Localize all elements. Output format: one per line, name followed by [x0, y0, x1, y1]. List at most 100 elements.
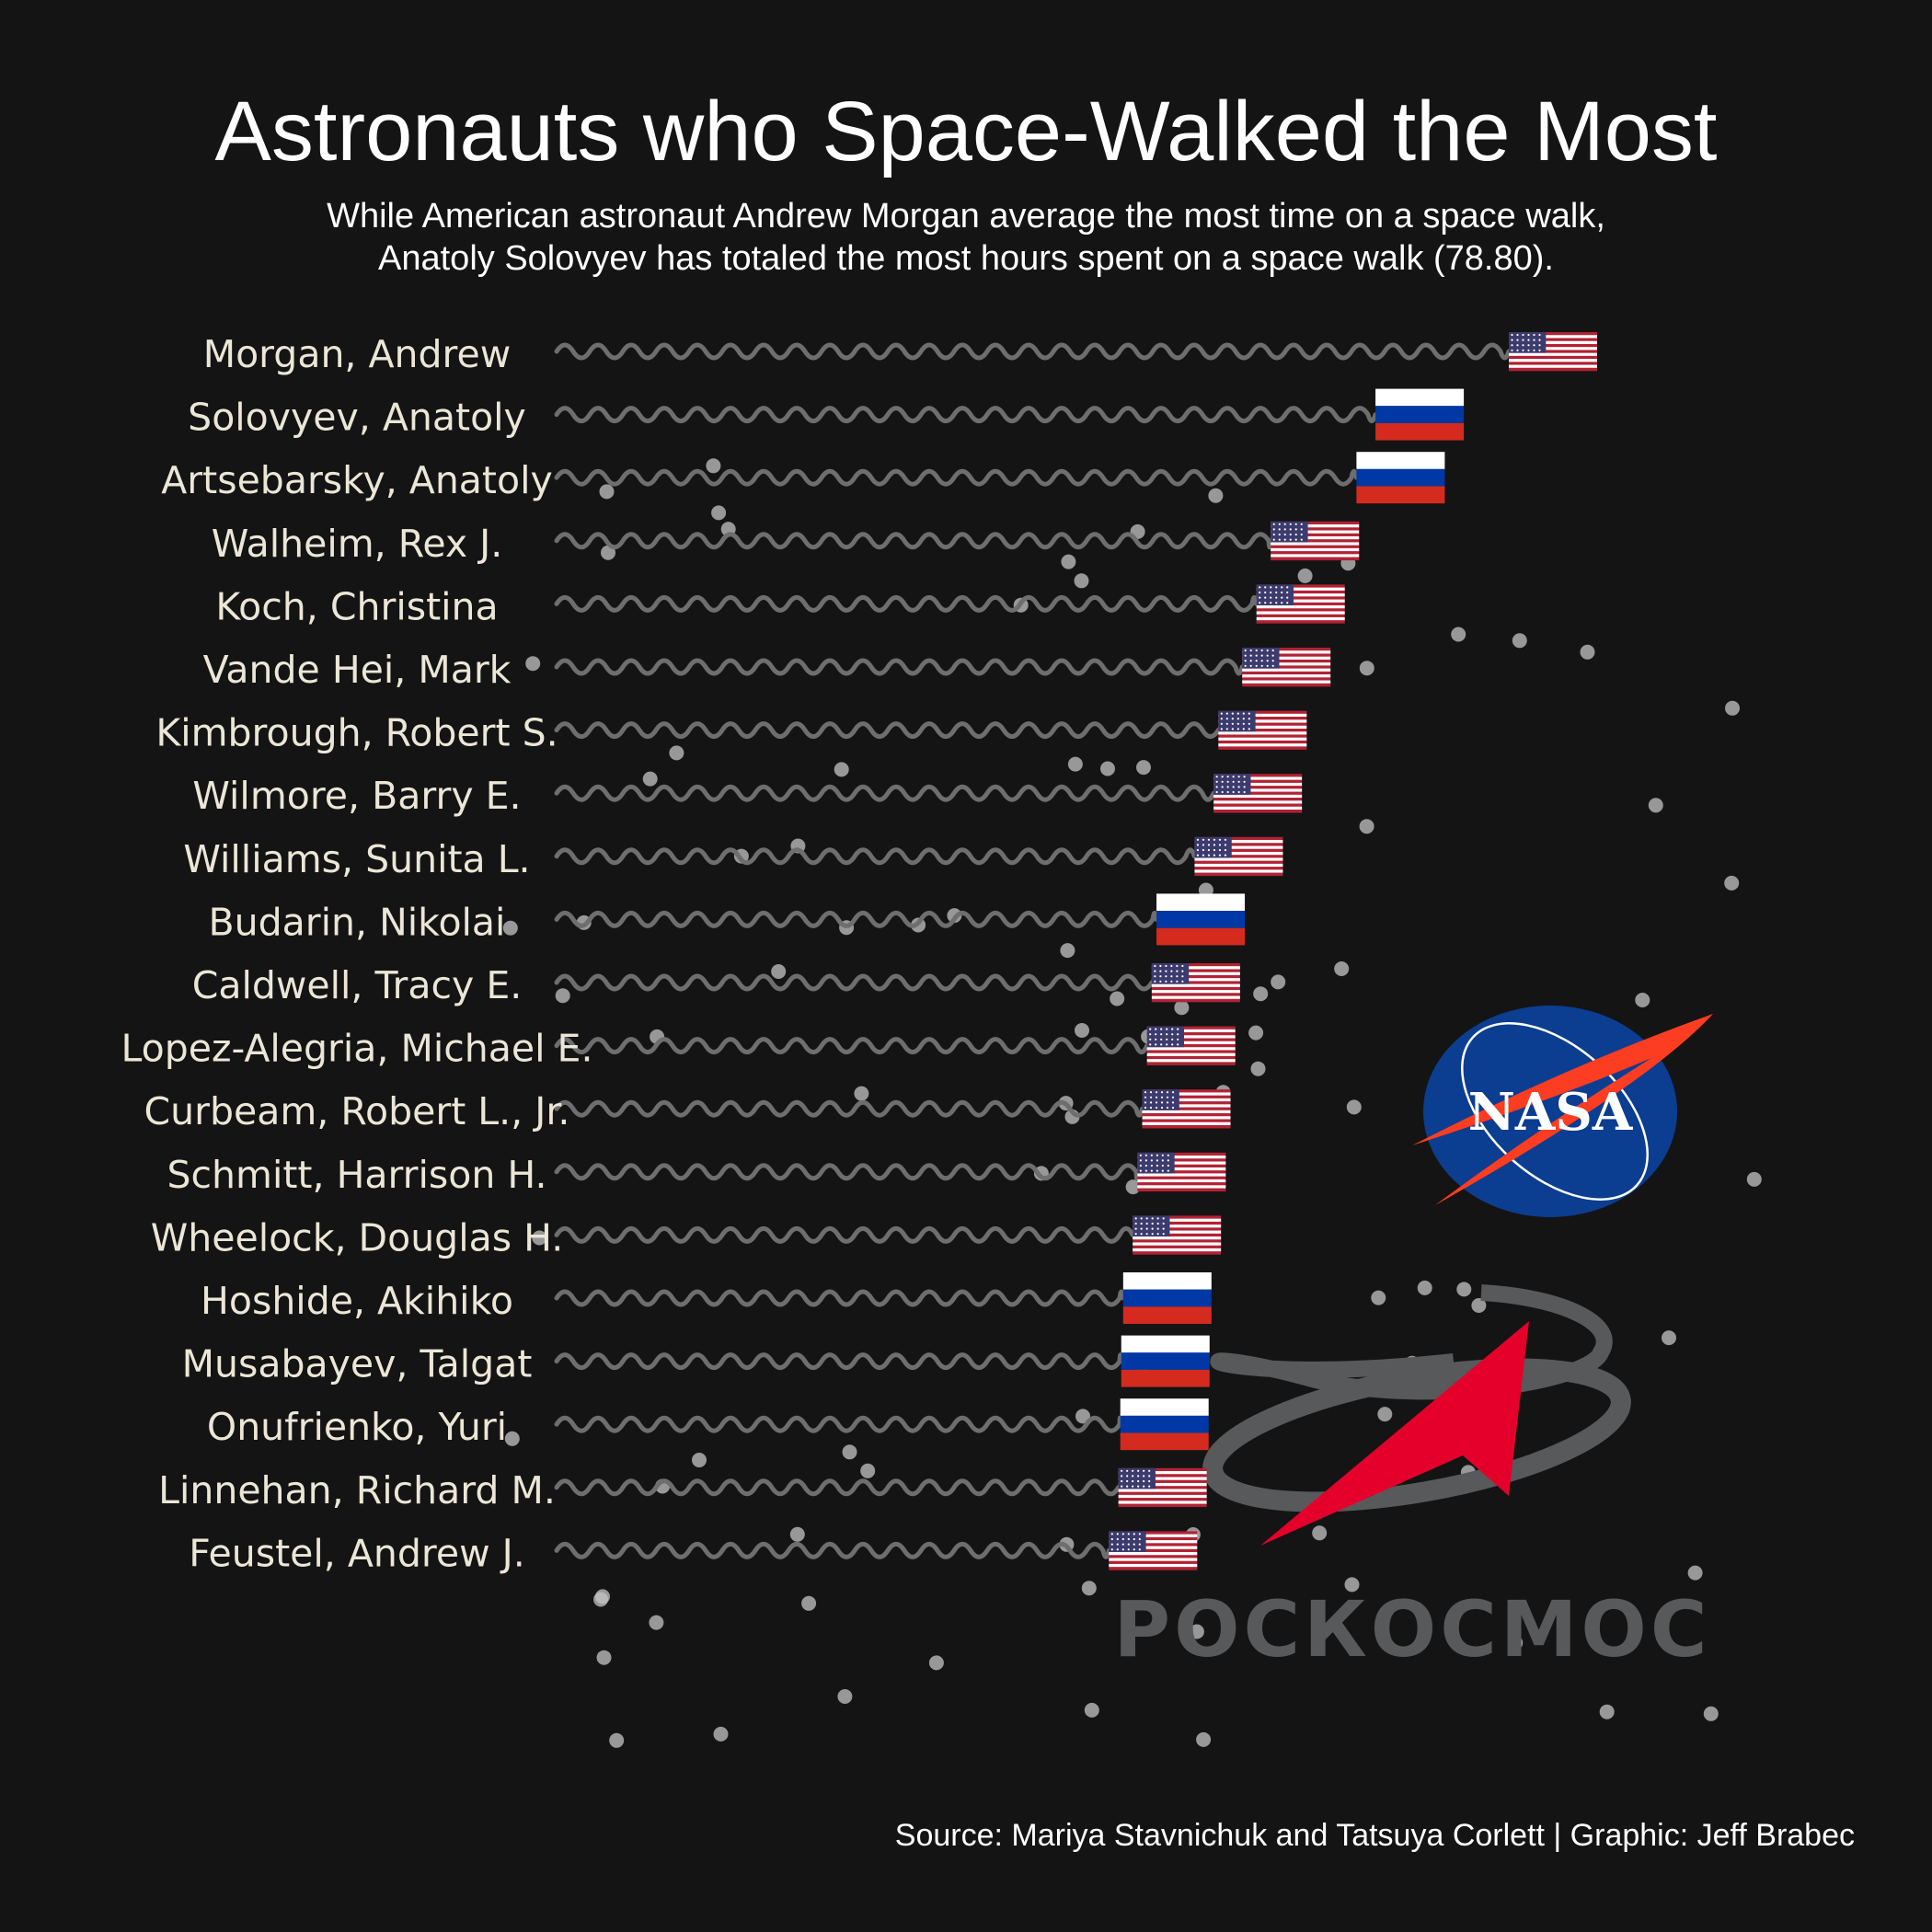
russia-flag-icon	[1375, 388, 1465, 441]
flag-stripe	[1133, 1251, 1222, 1255]
usa-flag-icon	[1271, 521, 1360, 561]
walk-line	[554, 1163, 1140, 1181]
walk-line	[554, 910, 1159, 928]
star-dot	[1417, 1280, 1432, 1295]
flag-star	[1281, 591, 1283, 594]
flag-star	[1196, 848, 1200, 852]
astronaut-row: Vande Hei, Mark	[203, 648, 1331, 692]
flag-star	[1166, 1096, 1169, 1098]
flag-stripe	[1151, 978, 1240, 982]
flag-star	[1121, 1469, 1123, 1472]
astronaut-row: Caldwell, Tracy E.	[192, 963, 1240, 1007]
flag-stripe	[1242, 656, 1331, 661]
star-dot	[1074, 573, 1089, 589]
star-dot	[1061, 554, 1076, 569]
flag-stripe	[1109, 1567, 1198, 1570]
flag-star	[1271, 664, 1274, 667]
flag-stripe	[1256, 620, 1345, 624]
walk-line	[554, 1541, 1111, 1559]
flag-star	[1151, 1222, 1154, 1225]
usa-flag-icon	[1137, 1152, 1226, 1192]
flag-stripe	[1146, 1059, 1236, 1063]
flag-star	[1160, 1033, 1163, 1036]
flag-star	[1155, 1028, 1157, 1030]
flag-star	[1133, 1537, 1135, 1541]
flag-star	[1224, 854, 1227, 857]
flag-stripe	[1142, 1092, 1231, 1096]
flag-stripe	[1194, 872, 1283, 877]
flag-star	[1272, 538, 1275, 541]
flag-stripe	[1142, 1121, 1231, 1126]
flag-star	[1161, 1169, 1164, 1172]
flag-stripe	[1242, 677, 1331, 681]
flag-star	[1260, 660, 1263, 662]
flag-star	[1248, 728, 1250, 730]
flag-star	[1225, 712, 1228, 715]
flag-canton	[1256, 584, 1294, 606]
flag-stripe	[1133, 1239, 1222, 1243]
flag-star	[1533, 333, 1535, 337]
flag-star	[1207, 838, 1211, 841]
astronaut-name-label: Koch, Christina	[215, 584, 498, 628]
flag-star	[1225, 718, 1228, 720]
flag-star	[1226, 776, 1229, 778]
flag-star	[1236, 712, 1239, 715]
russia-flag-icon	[1120, 1398, 1209, 1451]
flag-star	[1144, 1091, 1147, 1094]
star-dot	[834, 762, 849, 777]
flag-star	[1176, 980, 1179, 983]
russia-flag-icon	[1121, 1335, 1210, 1387]
flag-stripe	[1137, 1156, 1226, 1159]
star-dot	[1346, 1099, 1362, 1115]
flag-stripe	[1218, 713, 1307, 718]
star-dot	[1196, 1731, 1212, 1747]
flag-star	[1140, 1233, 1143, 1236]
star-dot	[1334, 961, 1350, 976]
astronaut-name-label: Solovyev, Anatoly	[188, 396, 526, 440]
star-dot	[713, 1726, 729, 1742]
flag-stripe	[1133, 1233, 1222, 1237]
flag-star	[1127, 1533, 1130, 1535]
flag-stripe	[1256, 602, 1345, 606]
astronaut-row: Budarin, Nikolai	[209, 893, 1246, 946]
walk-line	[554, 1225, 1135, 1244]
flag-star	[1166, 1028, 1168, 1030]
flag-stripe	[1271, 554, 1360, 558]
flag-stripe	[1256, 587, 1345, 592]
flag-star	[1145, 1222, 1148, 1225]
star-dot	[502, 920, 518, 936]
flag-stripe	[1142, 1119, 1231, 1123]
flag-stripe	[1146, 1026, 1236, 1030]
star-dot	[1359, 661, 1374, 676]
flag-stripe	[1271, 521, 1360, 525]
flag-star	[1522, 344, 1524, 347]
flag-stripe	[1509, 367, 1597, 372]
flag-star	[1144, 1101, 1147, 1104]
flag-star	[1156, 1169, 1158, 1172]
flag-stripe	[1151, 990, 1240, 994]
astronaut-name-label: Caldwell, Tracy E.	[192, 963, 523, 1007]
flag-star	[1150, 1164, 1153, 1167]
flag-star	[1154, 980, 1156, 983]
star-dot	[1746, 1171, 1762, 1187]
flag-stripe	[1146, 1029, 1236, 1033]
flag-stripe	[1509, 352, 1597, 357]
astronaut-row: Walheim, Rex J.	[212, 521, 1360, 566]
flag-stripe	[1271, 545, 1360, 549]
flag-star	[1286, 602, 1289, 604]
flag-star	[1148, 1475, 1151, 1478]
roscosmos-logo-text: РОСКОСМОС	[1114, 1584, 1711, 1674]
flag-star	[1138, 1543, 1141, 1546]
astronaut-name-label: Artsebarsky, Anatoly	[161, 458, 553, 502]
flag-band-red	[1120, 1432, 1209, 1451]
flag-star	[1278, 538, 1281, 541]
flag-stripe	[1133, 1245, 1222, 1249]
flag-stripe	[1256, 616, 1345, 621]
flag-stripe	[1109, 1560, 1198, 1565]
flag-stripe	[1109, 1536, 1198, 1541]
flag-stripe	[1271, 527, 1360, 531]
flag-star	[1207, 854, 1211, 857]
roscosmos-orbit	[1202, 1358, 1631, 1512]
flag-stripe	[1256, 593, 1345, 597]
flag-star	[1126, 1475, 1129, 1478]
